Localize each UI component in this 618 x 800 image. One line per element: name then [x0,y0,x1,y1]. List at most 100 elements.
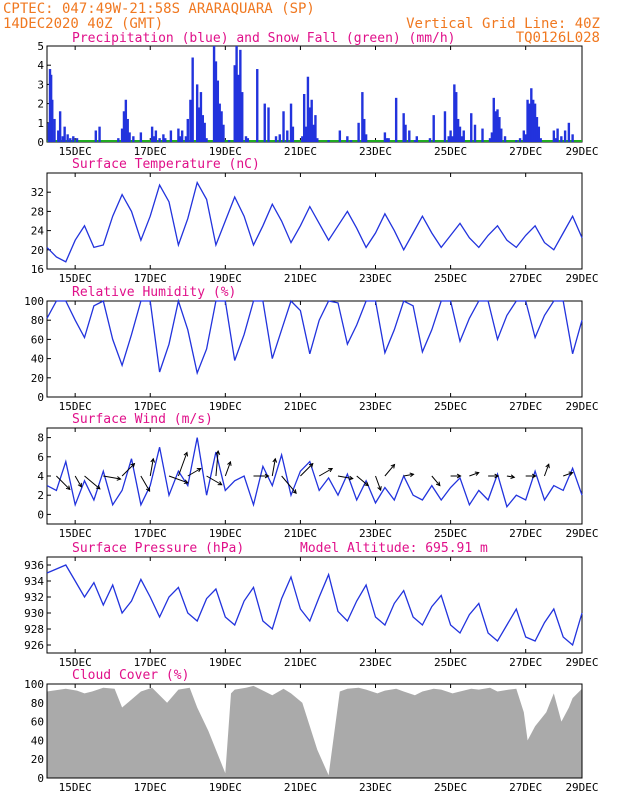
wind-arrow-shaft [56,475,71,490]
wind-arrow-head [150,457,156,463]
precip-bar [415,136,419,142]
wind-arrow [168,475,189,484]
precip-bar [408,130,411,142]
wind-arrow-head [348,475,354,481]
wind-arrow [469,471,480,477]
cloud-xtick-label: 25DEC [434,781,467,794]
wind-arrow-shaft [177,452,188,477]
humidity-ytick-label: 20 [31,372,44,385]
precip-bar [524,134,527,142]
wind-arrow-shaft [318,468,333,477]
humidity-xtick-label: 17DEC [134,400,167,413]
precip-bar [552,130,556,142]
wind-arrow-head [390,463,396,469]
precip-bar [539,138,542,142]
precip-bar [58,111,62,142]
precip-bar [361,92,364,142]
temp-xtick-label: 15DEC [59,272,92,285]
precip-bar [312,124,315,142]
humidity-title: Relative Humidity (%) [72,285,236,300]
precip-bar [563,130,567,142]
precip-bar [220,111,223,142]
precip-xtick-label: 15DEC [59,145,92,158]
pressure-series-line [46,564,583,647]
precip-bar [227,140,231,142]
precip-bar [492,97,495,142]
humidity-ytick-label: 60 [31,333,44,346]
cloud-ytick-label: 60 [31,716,44,729]
precip-bar [556,128,559,142]
wind-arrow-shaft [300,463,314,477]
wind-arrow-head [292,489,297,495]
precip-ytick-label: 3 [37,78,44,91]
pressure-ytick-label: 932 [24,591,44,604]
precip-bar [308,107,312,142]
run-date: 14DEC2020 40Z (GMT) [3,16,163,32]
pressure-title: Surface Pressure (hPa) [72,541,244,556]
precip-bar [274,136,278,142]
precip-bar [246,138,250,142]
cloud-title: Cloud Cover (%) [72,668,189,683]
precip-bar [314,115,317,142]
wind-xtick-label: 25DEC [434,527,467,540]
wind-arrow-shaft [384,464,395,477]
pressure-xtick-label: 29DEC [565,656,598,669]
temp-ytick-label: 32 [31,186,44,199]
precip-bar [244,136,248,142]
precip-bar [306,76,310,142]
temp-xtick-label: 25DEC [434,272,467,285]
wind-arrow-head [215,450,221,455]
precip-bar [179,136,182,142]
wind-arrow-head [183,451,189,457]
wind-arrow-head [264,473,270,479]
precip-bar [327,140,330,142]
precip-bar [533,103,537,142]
cloud-xtick-label: 23DEC [359,781,392,794]
wind-arrow-shaft [215,451,219,477]
model-id: TQ0126L028 [516,30,600,46]
precip-bar [304,126,308,142]
wind-arrow [140,475,151,493]
wind-arrow [543,463,550,477]
temp-xtick-label: 29DEC [565,272,598,285]
cloud-frame-overlay [46,683,583,779]
precip-bar [494,111,497,142]
precip-xtick-label: 21DEC [284,145,317,158]
wind-arrow-head [474,471,480,476]
wind-arrow-head [531,473,537,479]
pressure-xtick-label: 25DEC [434,656,467,669]
cloud-ytick-label: 100 [24,678,44,691]
precip-bar [51,99,54,142]
temp-xtick-label: 17DEC [134,272,167,285]
pressure-ytick-label: 928 [24,623,44,636]
precip-bar [164,138,167,142]
humidity-ytick-label: 40 [31,353,44,366]
wind-arrow [403,472,415,478]
precip-bar [522,130,526,142]
wind-arrow [271,457,278,477]
wind-arrow [224,460,232,477]
precip-bar [481,128,484,142]
wind-arrow-head [116,476,122,481]
wind-arrow [337,475,354,481]
precip-bar [535,117,539,142]
precip-bar [289,103,293,142]
precip-bar [302,94,306,142]
wind-arrow-head [510,474,516,480]
precip-bar [158,138,161,142]
temp-xtick-label: 19DEC [209,272,242,285]
wind-arrow [318,467,334,477]
precip-ytick-label: 0 [37,136,44,149]
cloud-xtick-label: 15DEC [59,781,92,794]
wind-arrow-shaft [121,463,135,477]
precip-bar [349,140,353,142]
precip-bar [537,126,541,142]
wind-arrow-shaft [563,472,573,477]
wind-arrow-head [183,479,189,484]
temp-series-line [46,180,583,263]
precip-bar [139,132,143,142]
wind-arrow-head [409,472,415,478]
precip-bar [282,111,285,142]
precip-bar [237,74,240,142]
precip-bar [241,92,244,142]
